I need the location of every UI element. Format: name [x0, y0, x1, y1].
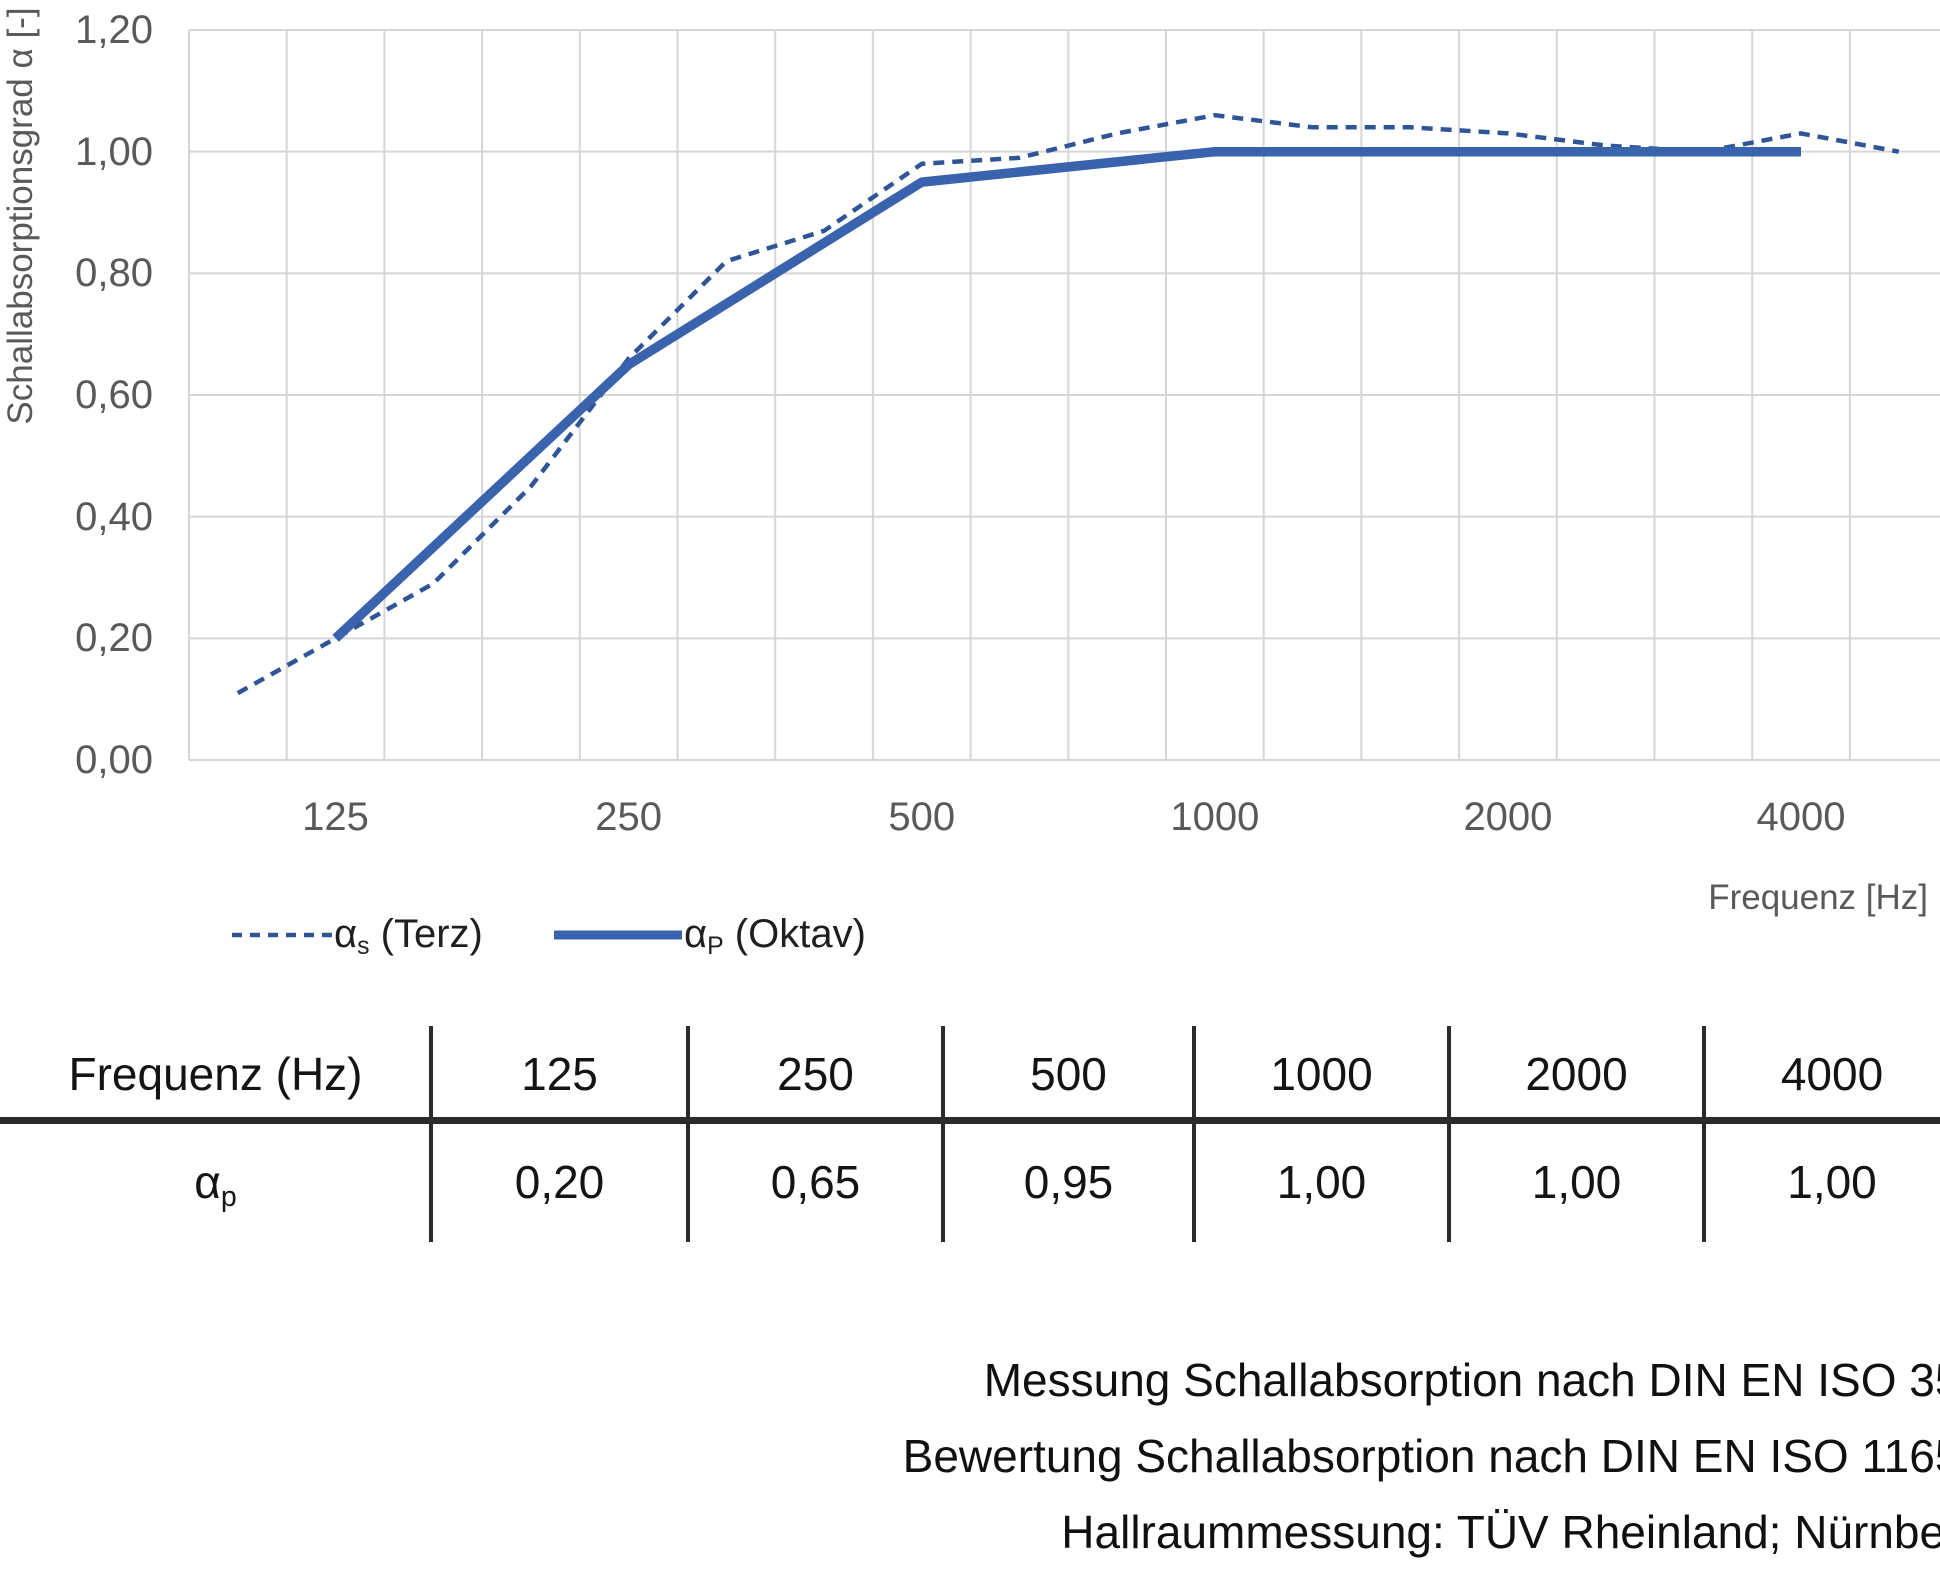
- table-column-separator: [941, 1026, 945, 1242]
- series-solid: [332, 146, 1801, 642]
- table-horizontal-divider: [0, 1117, 1940, 1124]
- table-column-separator: [686, 1026, 690, 1242]
- table-cell: 1000: [1270, 1048, 1373, 1100]
- x-tick-label: 125: [302, 795, 369, 839]
- x-tick-label: 500: [888, 795, 956, 839]
- x-tick-label: 1000: [1170, 795, 1260, 839]
- legend-solid-line-swatch: [554, 930, 682, 940]
- table-cell: 4000: [1780, 1048, 1884, 1100]
- table-cell: 1,00: [1276, 1156, 1367, 1208]
- table-cell: 0,95: [1023, 1156, 1114, 1208]
- y-tick-label: 1,20: [75, 8, 153, 52]
- table-cell: 0,20: [514, 1156, 605, 1208]
- series-dashed: [236, 112, 1900, 696]
- table-column-separator: [1702, 1026, 1706, 1242]
- legend-label-oktav: αP (Oktav): [684, 912, 866, 960]
- table-cell: αp: [0, 1126, 431, 1238]
- note-line-1: Messung Schallabsorption nach DIN EN ISO…: [983, 1354, 1940, 1406]
- y-tick-label: 0,80: [75, 251, 153, 296]
- table-cell: 0,65: [770, 1156, 861, 1208]
- y-tick-label: 0,60: [75, 373, 153, 417]
- legend-label-terz: αs (Terz): [334, 912, 483, 960]
- alpha-p-label: αp: [194, 1156, 237, 1213]
- measurement-notes: Messung Schallabsorption nach DIN EN ISO…: [903, 1342, 1940, 1570]
- x-tick-label: 4000: [1756, 795, 1846, 839]
- table-cell: 1,00: [1531, 1156, 1622, 1208]
- x-tick-label: 250: [595, 795, 663, 839]
- y-tick-label: 0,40: [75, 494, 153, 539]
- table-cell: 500: [1030, 1048, 1107, 1100]
- y-tick-label: 1,00: [75, 129, 153, 174]
- table-cell: 1,00: [1787, 1156, 1877, 1208]
- note-line-3: Hallraummessung: TÜV Rheinland; Nürnberg: [1061, 1506, 1940, 1558]
- legend-dashed-line-swatch: [232, 932, 332, 938]
- note-line-2: Bewertung Schallabsorption nach DIN EN I…: [902, 1430, 1940, 1482]
- y-tick-label: 0,00: [75, 738, 153, 782]
- x-tick-label: 2000: [1463, 795, 1553, 839]
- y-axis-title: Schallabsorptionsgrad α [-]: [1, 7, 40, 425]
- table-cell: 250: [777, 1048, 854, 1100]
- x-axis-title: Frequenz [Hz]: [1708, 878, 1928, 917]
- table-column-separator: [1447, 1026, 1451, 1242]
- table-cell: 2000: [1525, 1048, 1628, 1100]
- table-cell: Frequenz (Hz): [68, 1048, 363, 1100]
- table-column-separator: [429, 1026, 433, 1242]
- y-tick-label: 0,20: [75, 616, 153, 661]
- table-column-separator: [1192, 1026, 1196, 1242]
- table-cell: 125: [521, 1048, 598, 1100]
